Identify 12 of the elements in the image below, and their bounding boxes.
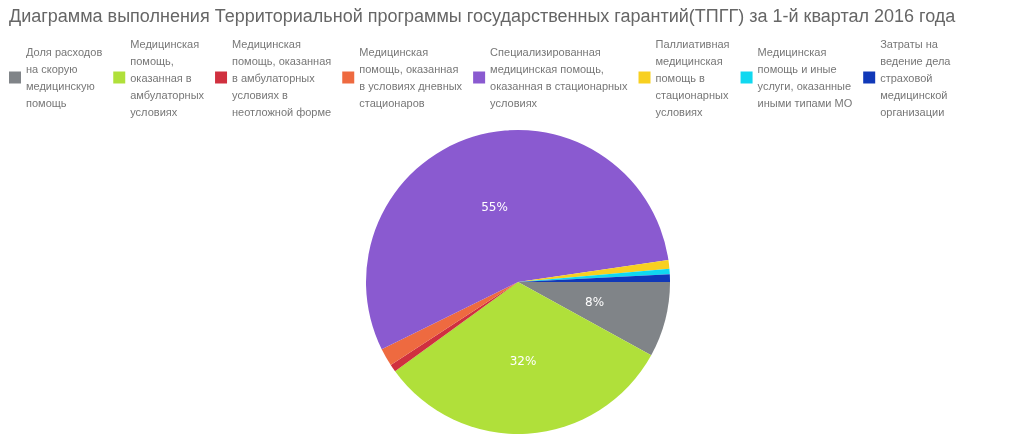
chart-title: Диаграмма выполнения Территориальной программы государственных гарантий(ТПГГ) за 1-й квартал 2016 года xyxy=(9,6,957,26)
legend-label: Медицинская помощь и иные услуги, оказанные иными типами МО xyxy=(757,46,853,109)
data-label: 55% xyxy=(481,199,508,214)
data-label: 32% xyxy=(509,353,537,368)
legend-label: Медицинская помощь, оказанная в амбулаторных условиях в неотложной форме xyxy=(232,37,332,118)
legend-label: Специализированная медицинская помощь, оказанная в стационарных условиях xyxy=(490,46,629,109)
legend-label: Медицинская помощь, оказанная в амбулаторных условиях xyxy=(130,37,205,118)
legend-label: Доля расходов на скорую медицинскую помощь xyxy=(26,46,103,109)
legend-label: Затраты на ведение дела страховой медицинской организации xyxy=(880,37,952,118)
data-label: 8% xyxy=(584,294,605,309)
legend-label: Медицинская помощь, оказанная в условиях дневных стационаров xyxy=(359,46,463,109)
legend-label: Паллиативная медицинская помощь в стационарных условиях xyxy=(655,37,730,118)
